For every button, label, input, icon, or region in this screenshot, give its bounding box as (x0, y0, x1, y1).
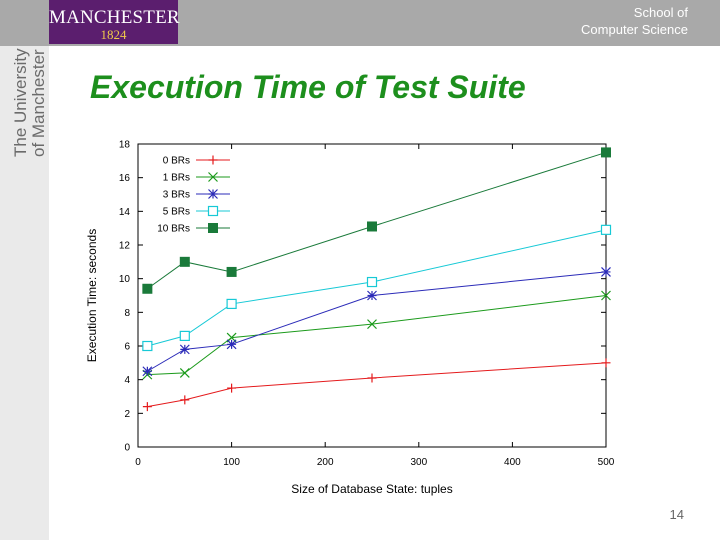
legend-label-4: 10 BRs (157, 224, 190, 235)
x-axis-label: Size of Database State: tuples (291, 482, 452, 496)
slide-number: 14 (669, 507, 684, 522)
y-tick-label-8: 16 (119, 173, 131, 184)
data-point-1-3 (367, 319, 377, 330)
y-tick-label-0: 0 (124, 443, 130, 454)
logo-name: MANCHESTER (49, 7, 180, 28)
data-point-1-4 (601, 290, 611, 301)
data-point-1-1 (179, 368, 190, 378)
y-tick-label-5: 10 (119, 274, 131, 285)
y-tick-label-1: 2 (124, 409, 130, 420)
data-point-0-1 (180, 395, 190, 405)
y-tick-label-6: 12 (119, 241, 131, 252)
data-point-0-2 (227, 383, 237, 393)
data-point-2-4 (601, 267, 611, 277)
vertical-university-brand: The University of Manchester (11, 27, 52, 157)
data-point-4-1 (179, 256, 190, 267)
school-line-1: School of (633, 5, 688, 20)
y-axis-label: Execution Time: seconds (85, 229, 99, 362)
x-tick-label-1: 100 (223, 457, 240, 468)
legend-label-1: 1 BRs (163, 173, 190, 184)
data-point-4-4 (601, 147, 611, 158)
logo-year: 1824 (100, 27, 127, 42)
legend-label-2: 3 BRs (163, 190, 190, 201)
y-tick-label-2: 4 (124, 375, 130, 386)
x-tick-label-0: 0 (135, 457, 141, 468)
school-line-2: Computer Science (581, 22, 688, 37)
data-point-3-4 (600, 224, 612, 235)
y-tick-label-3: 6 (124, 342, 130, 353)
series-line-3 (147, 229, 607, 347)
data-point-0-4 (601, 358, 611, 368)
y-tick-label-9: 18 (119, 140, 131, 151)
y-tick-label-7: 14 (119, 207, 131, 218)
legend-marker-2 (208, 189, 218, 199)
legend-marker-3 (207, 205, 219, 217)
brand-line-2: of Manchester (29, 49, 48, 157)
series-line-4 (147, 151, 607, 290)
data-point-3-0 (142, 340, 153, 352)
data-point-3-1 (179, 330, 190, 341)
data-point-2-3 (367, 290, 377, 301)
x-tick-label-2: 200 (317, 457, 334, 468)
x-tick-label-5: 500 (598, 457, 615, 468)
university-logo: MANCHESTER 1824 (49, 0, 180, 44)
data-point-2-2 (226, 339, 237, 350)
data-point-4-0 (142, 283, 153, 294)
legend-label-3: 5 BRs (163, 207, 190, 218)
brand-line-1: The University (11, 48, 30, 157)
data-point-2-1 (179, 344, 190, 355)
data-point-0-0 (142, 402, 152, 412)
school-label: School of Computer Science (581, 4, 688, 38)
legend-marker-0 (208, 155, 218, 165)
execution-time-chart: 0 100 200 300 400 500 0 2 4 6 8 10 12 14 16 18 Size of D… (85, 140, 615, 497)
legend-marker-4 (208, 223, 218, 233)
data-point-4-3 (367, 221, 377, 232)
left-brand-band (0, 0, 49, 540)
data-point-3-2 (226, 298, 237, 310)
y-tick-label-4: 8 (124, 308, 130, 319)
data-point-0-3 (367, 373, 377, 383)
data-point-3-3 (366, 276, 378, 288)
legend-marker-1 (208, 172, 218, 182)
data-point-4-2 (226, 266, 237, 277)
series-line-0 (147, 362, 607, 408)
series-line-1 (147, 295, 607, 376)
x-tick-label-4: 400 (504, 457, 521, 468)
legend-label-0: 0 BRs (163, 156, 190, 167)
data-point-2-0 (142, 366, 153, 377)
x-tick-label-3: 300 (410, 457, 427, 468)
slide-title: Execution Time of Test Suite (90, 69, 526, 105)
